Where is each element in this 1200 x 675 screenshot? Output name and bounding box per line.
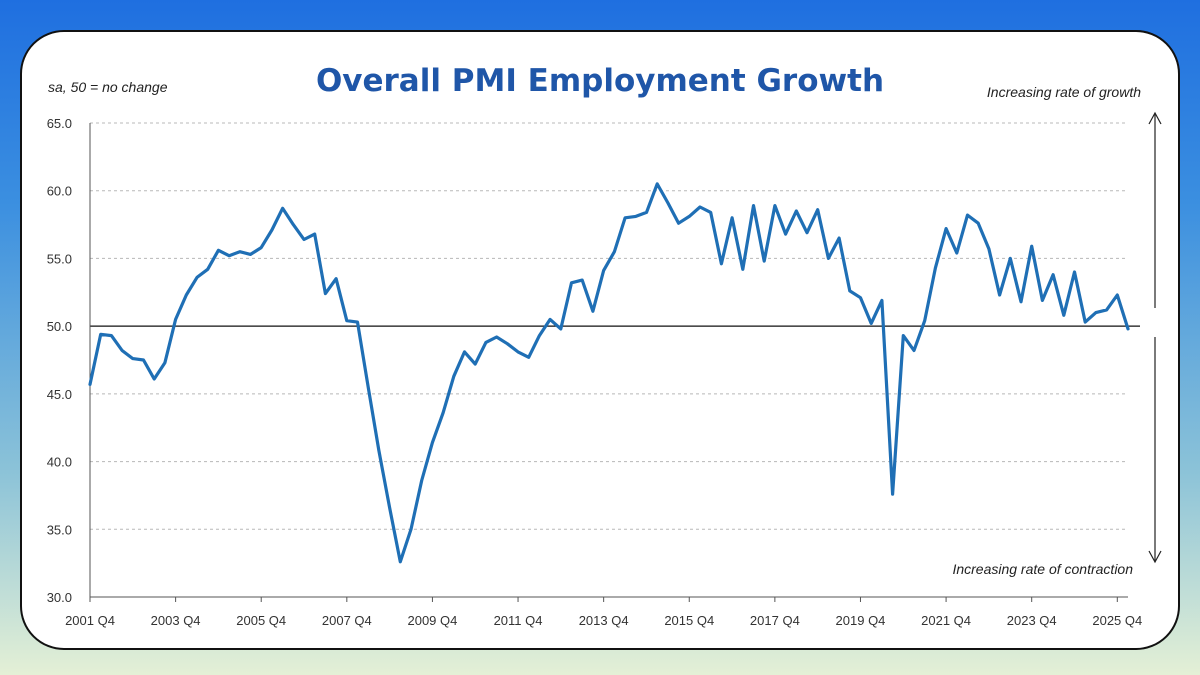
x-tick-label: 2001 Q4 [65,613,115,628]
y-tick-label: 55.0 [47,251,72,266]
x-tick-label: 2009 Q4 [407,613,457,628]
x-tick-label: 2007 Q4 [322,613,372,628]
x-tick-label: 2011 Q4 [494,613,543,628]
y-tick-label: 35.0 [47,522,72,537]
y-axis: 30.0 35.0 40.0 45.0 50.0 55.0 60.0 65.0 [47,116,72,605]
x-tick-label: 2005 Q4 [236,613,286,628]
x-tick-label: 2021 Q4 [921,613,971,628]
y-tick-label: 30.0 [47,590,72,605]
x-tick-label: 2025 Q4 [1092,613,1142,628]
series-line-pmi-employment [88,182,1130,564]
x-tick-label: 2019 Q4 [836,613,886,628]
x-tick-label: 2023 Q4 [1007,613,1057,628]
x-tick-label: 2013 Q4 [579,613,629,628]
y-tick-label: 50.0 [47,319,72,334]
contraction-arrow [1148,337,1162,564]
x-tick-label: 2017 Q4 [750,613,800,628]
y-tick-label: 60.0 [47,184,72,199]
chart-card [20,30,1180,650]
x-tick-label: 2015 Q4 [664,613,714,628]
y-tick-label: 40.0 [47,455,72,470]
y-axis-label: sa, 50 = no change [48,79,168,95]
series-layer [88,182,1130,564]
growth-arrow [1148,111,1162,308]
y-tick-label: 45.0 [47,387,72,402]
x-tick-label: 2003 Q4 [151,613,201,628]
gridlines [90,122,1140,530]
annotation-contraction: Increasing rate of contraction [952,561,1133,577]
chart-title: Overall PMI Employment Growth [316,63,884,99]
y-tick-label: 65.0 [47,116,72,131]
annotation-growth: Increasing rate of growth [987,84,1141,100]
x-axis: 2001 Q4 2003 Q4 2005 Q4 2007 Q4 2009 Q4 2011 … [65,123,1142,628]
